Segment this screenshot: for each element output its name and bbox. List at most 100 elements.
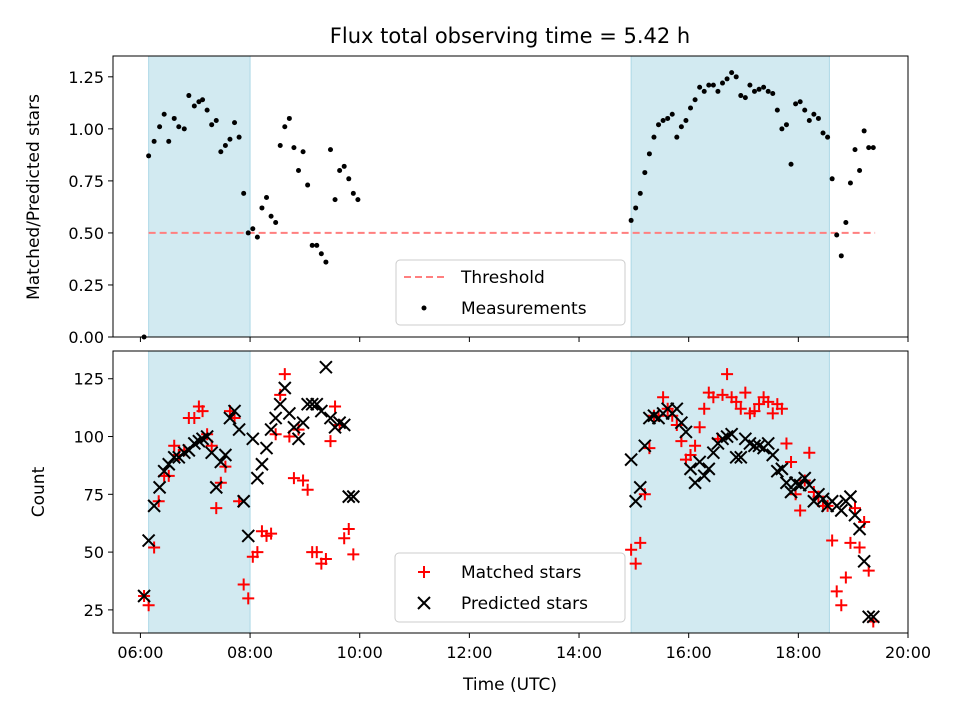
predicted-star-point xyxy=(798,471,812,485)
measurement-point xyxy=(852,147,858,153)
predicted-star-point xyxy=(250,471,265,485)
predicted-star-point xyxy=(147,499,161,513)
measurement-point xyxy=(770,90,776,96)
matched-star-point xyxy=(643,442,656,455)
predicted-star-point xyxy=(861,610,876,624)
measurement-point xyxy=(254,234,260,240)
matched-star-point xyxy=(251,546,264,559)
measurement-point xyxy=(628,217,634,223)
measurement-point xyxy=(788,161,794,167)
matched-star-point xyxy=(835,599,848,612)
measurement-point xyxy=(774,107,780,113)
matched-star-point xyxy=(739,386,752,399)
predicted-star-point xyxy=(236,494,251,508)
measurement-point xyxy=(820,130,826,136)
x-tick-label: 08:00 xyxy=(227,643,273,662)
measurement-point xyxy=(332,197,338,203)
predicted-star-point xyxy=(683,462,698,476)
measurement-point xyxy=(633,205,639,211)
measurement-point xyxy=(720,80,725,86)
predicted-star-point xyxy=(200,429,214,444)
measurement-point xyxy=(146,153,152,159)
measurement-point xyxy=(196,99,202,105)
measurement-point xyxy=(834,232,840,238)
top-legend: Threshold Measurements xyxy=(395,259,626,326)
bottom-panel: 25 50 75 100 125 06:00 08:00 10:00 12:00 14:00 16… xyxy=(29,350,931,695)
legend-predicted-swatch xyxy=(417,596,431,610)
predicted-star-point xyxy=(223,411,237,425)
matched-star-point xyxy=(196,405,209,418)
measurement-point xyxy=(646,151,652,157)
predicted-star-point xyxy=(633,480,647,495)
matched-star-point xyxy=(625,543,638,556)
measurement-point xyxy=(692,97,698,103)
predicted-star-point xyxy=(167,450,181,465)
predicted-star-point xyxy=(232,422,246,437)
matched-star-point xyxy=(188,412,201,425)
legend-matched-swatch xyxy=(418,566,430,578)
predicted-star-point xyxy=(310,397,324,411)
matched-star-point xyxy=(347,548,360,561)
bottom-legend: Matched stars Predicted stars xyxy=(394,552,626,623)
measurement-point xyxy=(286,115,292,121)
measurement-point xyxy=(783,122,789,128)
legend-measurement-swatch xyxy=(421,305,427,311)
measurement-point xyxy=(715,88,721,94)
top-y-axis-label: Matched/Predicted stars xyxy=(24,94,44,300)
predicted-star-point xyxy=(209,480,223,495)
measurement-point xyxy=(665,115,671,121)
matched-star-point xyxy=(329,400,342,413)
x-tick-label: 10:00 xyxy=(337,643,383,662)
matched-star-point xyxy=(730,395,743,408)
measurement-point xyxy=(346,176,352,182)
y-tick-label: 0.50 xyxy=(68,224,104,243)
measurement-point xyxy=(337,167,343,173)
predicted-star-point xyxy=(624,452,638,467)
x-tick-label: 14:00 xyxy=(556,643,602,662)
predicted-star-point xyxy=(679,425,693,439)
matched-star-point xyxy=(839,571,852,584)
measurement-point xyxy=(815,115,821,121)
matched-star-point xyxy=(265,527,278,540)
bottom-y-axis-label: Count xyxy=(29,466,49,517)
matched-star-point xyxy=(716,388,729,401)
chart-title: Flux total observing time = 5.42 h xyxy=(330,24,690,48)
measurement-point xyxy=(161,111,167,117)
y-tick-label: 100 xyxy=(73,428,104,447)
measurement-point xyxy=(729,70,735,76)
predicted-star-point xyxy=(337,418,351,432)
predicted-star-point xyxy=(141,533,156,548)
matched-star-point xyxy=(826,534,839,547)
legend-measurement-label: Measurements xyxy=(461,299,587,319)
measurement-point xyxy=(157,124,163,130)
shaded-interval-1 xyxy=(148,55,251,338)
predicted-star-point xyxy=(848,508,862,522)
legend-threshold-label: Threshold xyxy=(460,268,545,288)
measurement-point xyxy=(825,134,831,140)
measurement-point xyxy=(683,118,689,124)
matched-star-point xyxy=(278,368,291,381)
measurement-point xyxy=(747,82,753,88)
measurement-point xyxy=(350,190,356,196)
measurement-point xyxy=(811,111,817,117)
measurement-point xyxy=(793,101,799,107)
matched-star-point xyxy=(803,446,816,459)
matched-star-point xyxy=(324,435,337,448)
predicted-star-point xyxy=(670,402,684,416)
measurement-point xyxy=(724,76,730,82)
y-tick-label: 0.75 xyxy=(68,172,104,191)
measurement-point xyxy=(857,167,863,173)
top-y-axis: 0.00 0.25 0.50 0.75 1.00 1.25 xyxy=(68,68,113,347)
measurement-point xyxy=(710,82,716,88)
matched-star-point xyxy=(707,391,720,404)
matched-star-point xyxy=(785,455,798,468)
predicted-star-point xyxy=(278,381,292,395)
y-tick-label: 1.25 xyxy=(68,68,104,87)
measurement-point xyxy=(765,88,771,94)
matched-star-point xyxy=(634,536,647,549)
predicted-star-point xyxy=(784,485,798,499)
predicted-star-point xyxy=(761,436,775,451)
bottom-data-layer xyxy=(137,360,880,628)
predicted-star-point xyxy=(702,462,716,476)
measurement-point xyxy=(742,95,748,101)
